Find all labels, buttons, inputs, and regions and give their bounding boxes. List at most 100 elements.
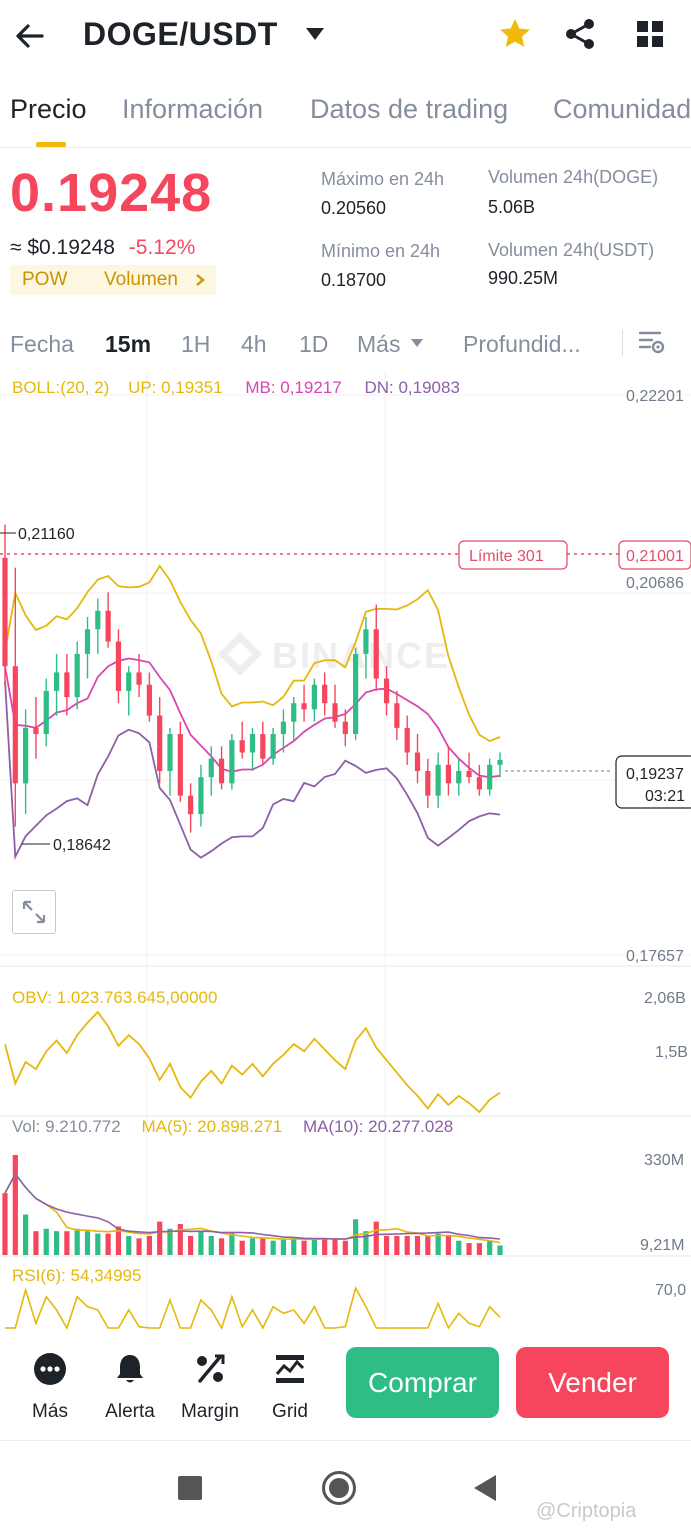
interval-mas[interactable]: Más xyxy=(357,331,401,357)
action-alert[interactable]: Alerta xyxy=(95,1352,165,1423)
grid-menu-icon[interactable] xyxy=(632,16,668,52)
chart-grid xyxy=(0,372,691,1330)
volume-bar xyxy=(383,1235,390,1255)
system-nav-bar xyxy=(0,1440,691,1536)
back-triangle-icon[interactable] xyxy=(472,1474,498,1502)
caret-down-icon xyxy=(411,339,423,347)
boll-up: UP: 0,19351 xyxy=(128,378,223,397)
candle-body xyxy=(332,703,338,722)
volume-bar xyxy=(239,1240,245,1255)
tab-datos-trading[interactable]: Datos de trading xyxy=(310,94,509,124)
candle-body xyxy=(394,703,400,728)
volume-bar xyxy=(74,1228,80,1255)
interval-fecha[interactable]: Fecha xyxy=(10,331,74,357)
candle-body xyxy=(322,684,328,704)
dropdown-caret-icon[interactable] xyxy=(304,26,326,42)
countdown-label: 03:21 xyxy=(645,788,685,805)
sell-button[interactable]: Vender xyxy=(516,1347,669,1418)
candle-body xyxy=(188,795,194,815)
volume-bar xyxy=(476,1243,482,1255)
buy-button[interactable]: Comprar xyxy=(346,1347,499,1418)
volume-bar xyxy=(332,1238,338,1255)
chart-settings-icon[interactable] xyxy=(638,328,666,356)
home-circle-icon[interactable] xyxy=(321,1470,357,1506)
volume-bar xyxy=(218,1238,225,1255)
candle-body xyxy=(105,610,111,642)
interval-1d[interactable]: 1D xyxy=(299,331,329,357)
tabs-divider xyxy=(0,147,691,148)
candle-body xyxy=(260,734,266,759)
tab-informacion[interactable]: Información xyxy=(122,94,264,124)
grid-bot-icon xyxy=(275,1355,305,1383)
sub-indicator-charts: 2,06B 1,5B 330M 9,21M 70,0 xyxy=(2,990,688,1330)
obv-line xyxy=(4,1010,501,1114)
action-margin[interactable]: Margin xyxy=(175,1352,245,1423)
interval-profundidad[interactable]: Profundid... xyxy=(463,331,581,357)
fiat-price: ≈ $0.19248 xyxy=(10,236,115,259)
high-24h-label: Máximo en 24h xyxy=(321,169,445,189)
rsi-line xyxy=(5,1285,501,1330)
vol-ma10: MA(10): 20.277.028 xyxy=(303,1117,454,1136)
volume-bar xyxy=(291,1238,297,1255)
candle-body xyxy=(363,629,369,654)
recents-square-icon[interactable] xyxy=(178,1476,202,1500)
volume-bar xyxy=(487,1240,493,1255)
price-chart[interactable]: BINANCE 0,22201 0,20686 0,17657 0,21160 0,18… xyxy=(0,370,691,1330)
low-marker-label: 0,18642 xyxy=(53,837,111,854)
candle-body xyxy=(23,727,29,784)
tab-precio[interactable]: Precio xyxy=(10,94,87,124)
share-icon[interactable] xyxy=(562,16,598,52)
interval-4h[interactable]: 4h xyxy=(241,331,267,357)
back-arrow-icon[interactable] xyxy=(12,18,48,54)
expand-chart-button[interactable] xyxy=(12,890,56,934)
obv-legend: OBV: 1.023.763.645,00000 xyxy=(12,988,218,1007)
volume-bar xyxy=(136,1238,142,1255)
candle-body xyxy=(2,557,8,667)
action-margin-label: Margin xyxy=(180,1401,240,1422)
action-grid[interactable]: Grid xyxy=(255,1352,325,1423)
candle-body xyxy=(373,629,379,679)
candle-body xyxy=(270,734,276,759)
action-more-label: Más xyxy=(32,1401,68,1422)
pair-title[interactable]: DOGE/USDT xyxy=(83,16,278,52)
volume-bar xyxy=(301,1240,307,1255)
volume-bar xyxy=(445,1235,452,1255)
bell-icon xyxy=(117,1355,143,1383)
volume-bar xyxy=(270,1240,276,1255)
current-price-label: 0,19237 xyxy=(626,766,684,783)
volume-bar xyxy=(23,1214,29,1255)
candle-body xyxy=(404,727,410,753)
volume-bar xyxy=(105,1233,111,1255)
expand-icon xyxy=(22,900,46,924)
interval-1h[interactable]: 1H xyxy=(181,331,211,357)
volume-bar xyxy=(53,1231,60,1255)
volume-bar xyxy=(115,1226,122,1255)
top-bar: DOGE/USDT xyxy=(0,0,691,72)
vol-doge-label: Volumen 24h(DOGE) xyxy=(488,167,659,187)
volume-bar xyxy=(435,1233,441,1255)
obv-axis-top: 2,06B xyxy=(644,990,686,1007)
candle-body xyxy=(74,653,80,698)
volume-bar xyxy=(466,1243,472,1255)
axis-label-bottom: 0,17657 xyxy=(626,948,684,965)
volume-bar xyxy=(404,1235,410,1255)
axis-label-top: 0,22201 xyxy=(626,388,684,405)
axis-label-mid: 0,20686 xyxy=(626,575,684,592)
action-more[interactable]: Más xyxy=(15,1352,85,1423)
binance-logo-icon xyxy=(218,632,262,676)
price-change: -5.12% xyxy=(128,236,196,259)
volume-bar xyxy=(249,1238,256,1255)
volume-bar xyxy=(394,1235,400,1255)
pow-volume-badge[interactable]: POW Volumen xyxy=(10,265,216,295)
current-price-tag xyxy=(615,755,691,809)
candle-body xyxy=(33,727,39,735)
candle-body xyxy=(301,703,307,710)
candle-body xyxy=(84,629,91,654)
boll-dn: DN: 0,19083 xyxy=(364,378,460,397)
boll-params: BOLL:(20, 2) xyxy=(12,378,110,397)
tab-comunidad[interactable]: Comunidad xyxy=(553,94,691,124)
pow-tag: POW xyxy=(22,269,68,290)
interval-15m[interactable]: 15m xyxy=(105,331,152,357)
star-icon[interactable] xyxy=(497,16,533,52)
watermark-text: BINANCE xyxy=(272,635,450,676)
